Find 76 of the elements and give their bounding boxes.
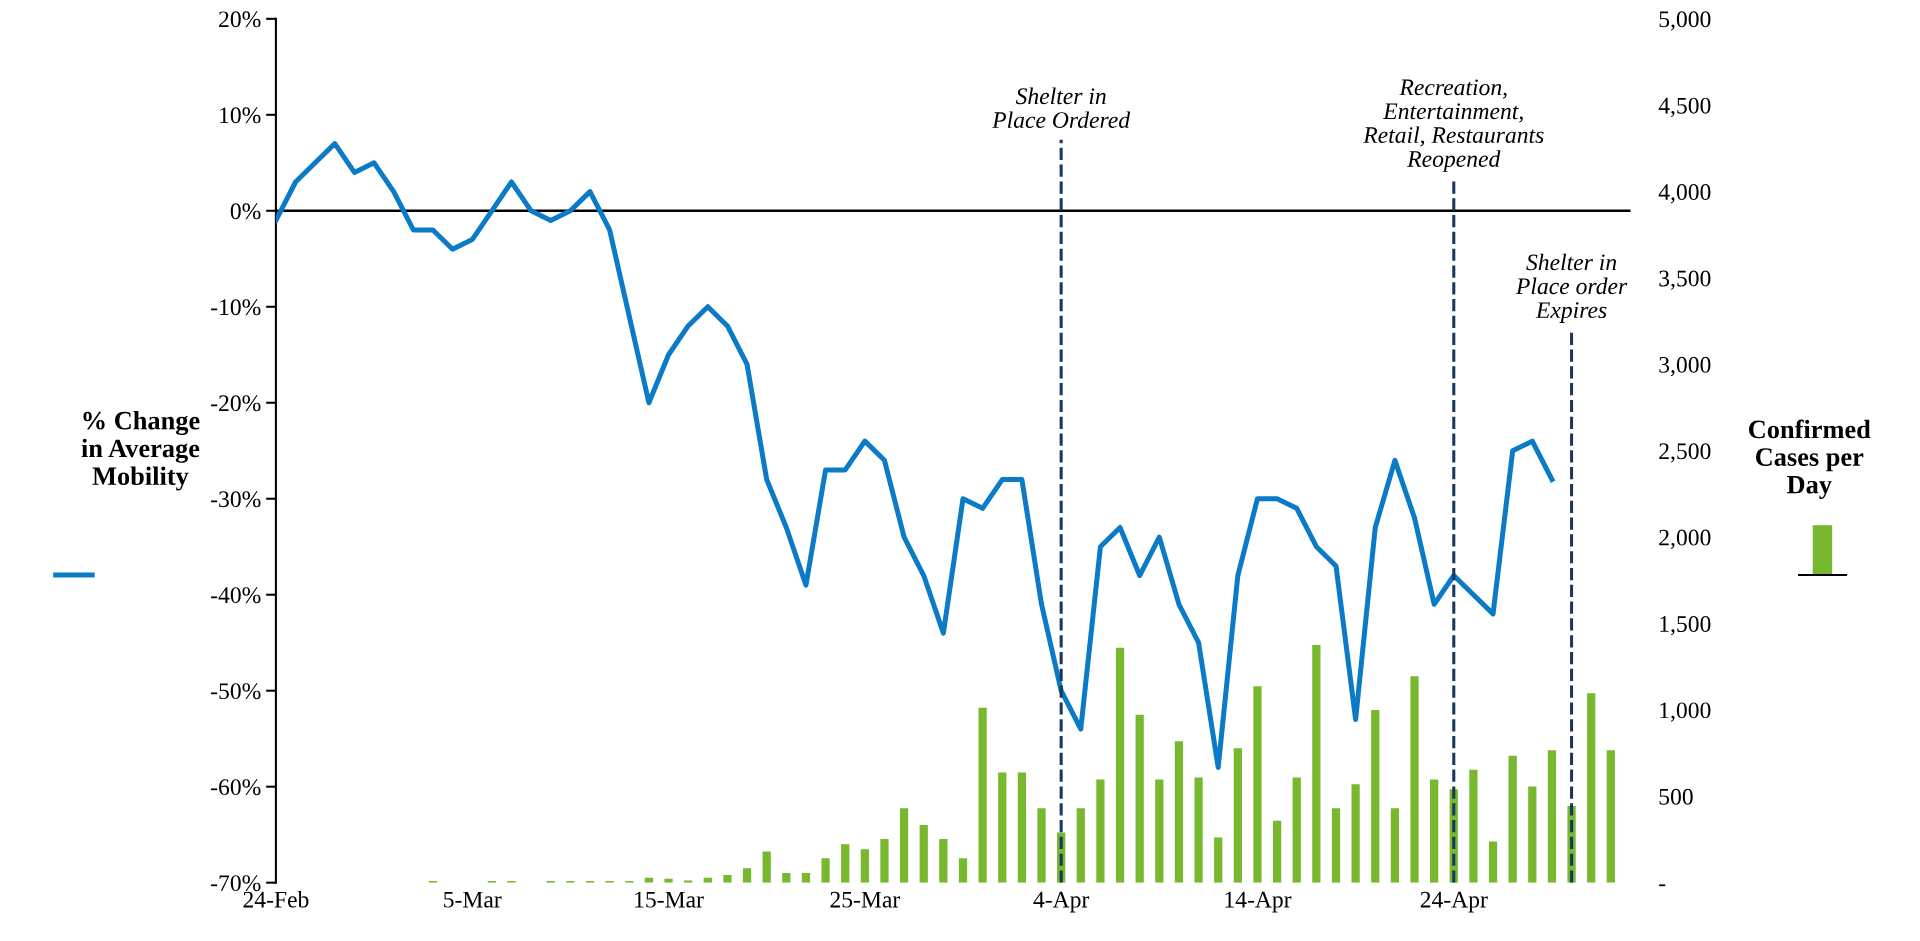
bar [1135,714,1144,883]
bar [1331,808,1341,883]
bar [1587,693,1596,883]
bar [1174,741,1184,883]
x-tick-label: 14-Apr [1225,891,1292,913]
bar [919,824,928,883]
bar [1194,777,1203,883]
bar [1037,808,1046,883]
y-tick-label: -60% [211,779,261,796]
y2-tick-label: 4,500 [1658,97,1711,118]
bar [1017,772,1027,883]
x-tick-label: 15-Mar [635,891,704,908]
y2-tick-label: - [1659,884,1666,887]
bar [841,844,850,883]
bar [1233,748,1242,883]
bar [1371,709,1380,883]
bar [1351,784,1360,883]
bar [1390,808,1400,883]
bar [1430,779,1439,883]
y2-tick-label: 1,500 [1660,616,1711,636]
y2-tick-label: 2,000 [1659,529,1711,549]
y-axis-title: % Change in Average Mobility [81,410,200,491]
bar [1312,645,1321,883]
bar [1410,676,1419,883]
ref-line-label: Recreation, Entertainment, Retail, Restaurants Reopened [1363,79,1544,172]
bar [880,838,889,883]
bar [1115,647,1125,883]
bar [899,808,909,883]
bar [939,838,948,883]
y2-tick-label: 4,000 [1658,184,1711,204]
bar [821,858,830,883]
bar [998,772,1007,883]
y2-tick-label: 3,000 [1659,356,1711,377]
y-tick-label: 20% [219,11,261,28]
y-tick-label: -70% [211,875,261,892]
bar [1076,808,1085,883]
bar [1096,779,1105,883]
bar [1508,755,1517,883]
y2-tick-label: 1,000 [1660,702,1711,722]
y-tick-label: -50% [211,683,261,700]
bar [860,849,869,883]
bar [1292,777,1301,883]
x-tick-label: 25-Mar [830,891,901,908]
bar [1606,750,1615,883]
ref-line-label: Shelter in Place order Expires [1515,253,1628,323]
bar [801,872,811,883]
x-tick-label: 24-Apr [1420,891,1488,913]
bar [1214,837,1223,883]
ref-line-label: Shelter in Place Ordered [992,87,1131,129]
bar [1469,769,1478,883]
bar [762,851,771,883]
x-tick-label: 4-Apr [1033,891,1090,913]
bar [1253,686,1262,883]
y-tick-label: -30% [211,491,261,508]
bar [1155,779,1164,883]
bar [1547,750,1557,883]
bar [1528,786,1537,883]
y2-tick-label: 500 [1659,788,1693,805]
y2-tick-label: 3,500 [1659,270,1711,290]
bar [782,872,791,883]
y2-tick-label: 5,000 [1659,11,1711,31]
y2-tick-label: 2,500 [1659,443,1711,463]
bar [978,707,987,883]
bar [723,875,732,883]
y2-axis-title: Confirmed Cases per Day [1748,419,1871,499]
y-tick-label: 0% [230,203,261,220]
x-tick-label: 5-Mar [444,891,502,908]
y-tick-label: -20% [211,395,261,412]
bar [742,868,752,883]
y-tick-label: 10% [220,107,261,124]
x-tick-label: 24-Feb [243,890,309,908]
bar [1272,820,1282,883]
bar [1488,841,1498,883]
bar [958,858,968,883]
y-tick-label: -10% [211,299,261,316]
y-tick-label: -40% [211,587,261,604]
